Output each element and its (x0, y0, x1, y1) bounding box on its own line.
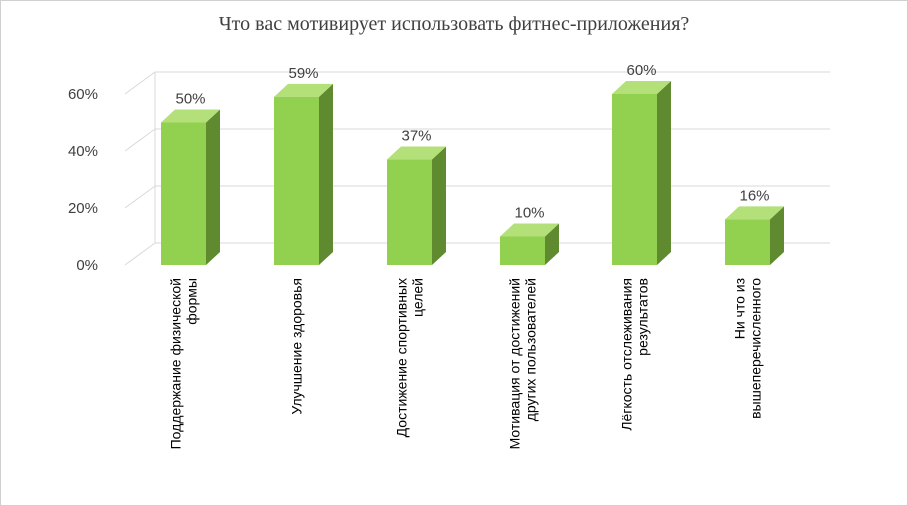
bar-top (161, 109, 220, 123)
category-label-line: других пользователей (523, 278, 539, 421)
bar (612, 94, 657, 265)
data-label: 10% (514, 205, 544, 222)
data-label: 16% (739, 187, 769, 204)
category-label-line: Поддержание физической (168, 278, 184, 449)
bar-top (500, 223, 559, 237)
bar (725, 219, 770, 265)
gridline-depth (124, 71, 156, 95)
category-label-line: Достижение спортивных (394, 278, 410, 437)
bar-top (612, 81, 671, 94)
bar-side (319, 83, 333, 265)
bar (161, 122, 206, 265)
category-label-line: вышеперечисленного (748, 278, 764, 419)
category-label: Ни что из вышеперечисленного (732, 278, 764, 419)
category-label: Поддержание физической формы (168, 278, 200, 449)
category-label: Достижение спортивных целей (394, 278, 426, 437)
category-label-line: Улучшение здоровья (289, 278, 305, 415)
bar-side (657, 81, 671, 265)
category-label-line: Мотивация от достижений (507, 278, 523, 449)
category-label: Улучшение здоровья (289, 278, 305, 415)
category-label: Мотивация от достижений других пользовате… (507, 278, 539, 449)
bar-side (545, 223, 559, 265)
bar-top (274, 83, 333, 97)
bar-top (387, 146, 446, 160)
bar-side (206, 109, 220, 265)
category-label-line: Ни что из (732, 278, 748, 339)
gridline-depth (124, 128, 156, 152)
bar (387, 159, 432, 265)
category-label: Лёгкость отслеживания результатов (619, 278, 651, 431)
data-label: 37% (401, 128, 431, 145)
category-label-line: Лёгкость отслеживания (619, 278, 635, 431)
category-label-line: целей (410, 278, 426, 317)
data-label: 60% (626, 62, 656, 79)
bar (274, 96, 319, 265)
bar-side (432, 146, 446, 265)
data-label: 59% (288, 65, 318, 82)
y-tick-label: 60% (68, 86, 98, 103)
data-label: 50% (175, 91, 205, 108)
category-label-line: результатов (635, 278, 651, 356)
bar-side (770, 206, 784, 265)
chart-title: Что вас мотивирует использовать фитнес-п… (218, 13, 690, 35)
category-label-line: формы (184, 278, 200, 325)
gridline-depth (124, 242, 156, 266)
bar (500, 236, 545, 265)
y-tick-label: 0% (76, 257, 98, 274)
y-tick-label: 40% (68, 143, 98, 160)
gridline-depth (124, 185, 156, 209)
y-tick-label: 20% (68, 200, 98, 217)
bar-top (725, 206, 784, 220)
